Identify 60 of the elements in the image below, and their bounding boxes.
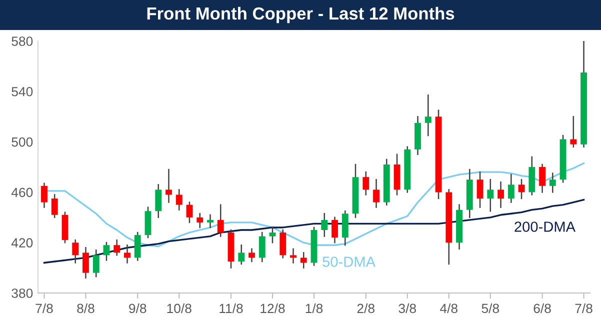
candlestick [124, 244, 130, 264]
candlestick [518, 178, 525, 200]
candlestick [539, 164, 546, 193]
y-tick-label: 420 [11, 238, 33, 248]
candlestick [362, 171, 370, 196]
series-label: 200-DMA [514, 222, 576, 232]
candlestick [114, 239, 120, 256]
x-tick-label: 10/8 [167, 303, 192, 314]
y-tick-label: 380 [12, 288, 33, 298]
candlestick [487, 178, 494, 212]
candlestick [570, 116, 577, 148]
candlestick [290, 248, 296, 264]
candlestick [72, 239, 79, 264]
x-tick-label: 11/8 [220, 303, 243, 314]
series-label: 50-DMA [322, 256, 376, 267]
candlestick [92, 250, 100, 278]
candlestick [144, 206, 152, 238]
candlestick [269, 226, 276, 244]
candlestick [342, 210, 348, 246]
candlestick [508, 174, 514, 203]
x-tick-label: 8/8 [77, 303, 94, 314]
candlestick [332, 216, 338, 244]
candlestick [207, 214, 214, 228]
candlestick [82, 247, 89, 279]
candlestick [248, 248, 255, 262]
x-tick-label: 6/8 [534, 303, 551, 314]
candlestick [549, 172, 556, 193]
x-tick-label: 9/8 [129, 303, 146, 314]
candlestick [186, 202, 193, 224]
candlestick [498, 181, 504, 208]
candlestick [238, 244, 245, 265]
x-tick-label: 5/8 [482, 303, 499, 314]
y-tick-label: 580 [12, 36, 33, 46]
candlestick [321, 212, 328, 237]
x-tick-label: 3/8 [398, 303, 416, 314]
candlestick [51, 194, 58, 218]
x-tick-label: 1/8 [306, 303, 323, 314]
x-tick-label: 2/8 [357, 303, 374, 314]
candlestick [103, 242, 110, 261]
candlestick [166, 168, 172, 203]
y-tick-label: 460 [11, 188, 33, 198]
y-tick-label: 540 [12, 86, 33, 96]
candlestick [217, 204, 224, 237]
candlestick [41, 182, 48, 208]
candlestick [476, 171, 484, 208]
x-tick-label: 12/8 [260, 303, 285, 314]
x-tick-label: 7/8 [575, 303, 592, 314]
x-tick-label: 4/8 [440, 303, 458, 314]
candlestick [300, 252, 307, 268]
candlestick [196, 212, 204, 228]
candlestick [373, 178, 380, 208]
y-tick-label: 500 [12, 137, 33, 147]
candlestick [258, 232, 266, 262]
candlestick [155, 184, 162, 218]
candlestick [134, 232, 141, 261]
candlestick [424, 94, 432, 136]
candlestick [176, 189, 182, 210]
chart-title: Front Month Copper - Last 12 Months [147, 6, 454, 24]
candlestick [280, 229, 286, 258]
x-tick-label: 7/8 [36, 303, 53, 314]
